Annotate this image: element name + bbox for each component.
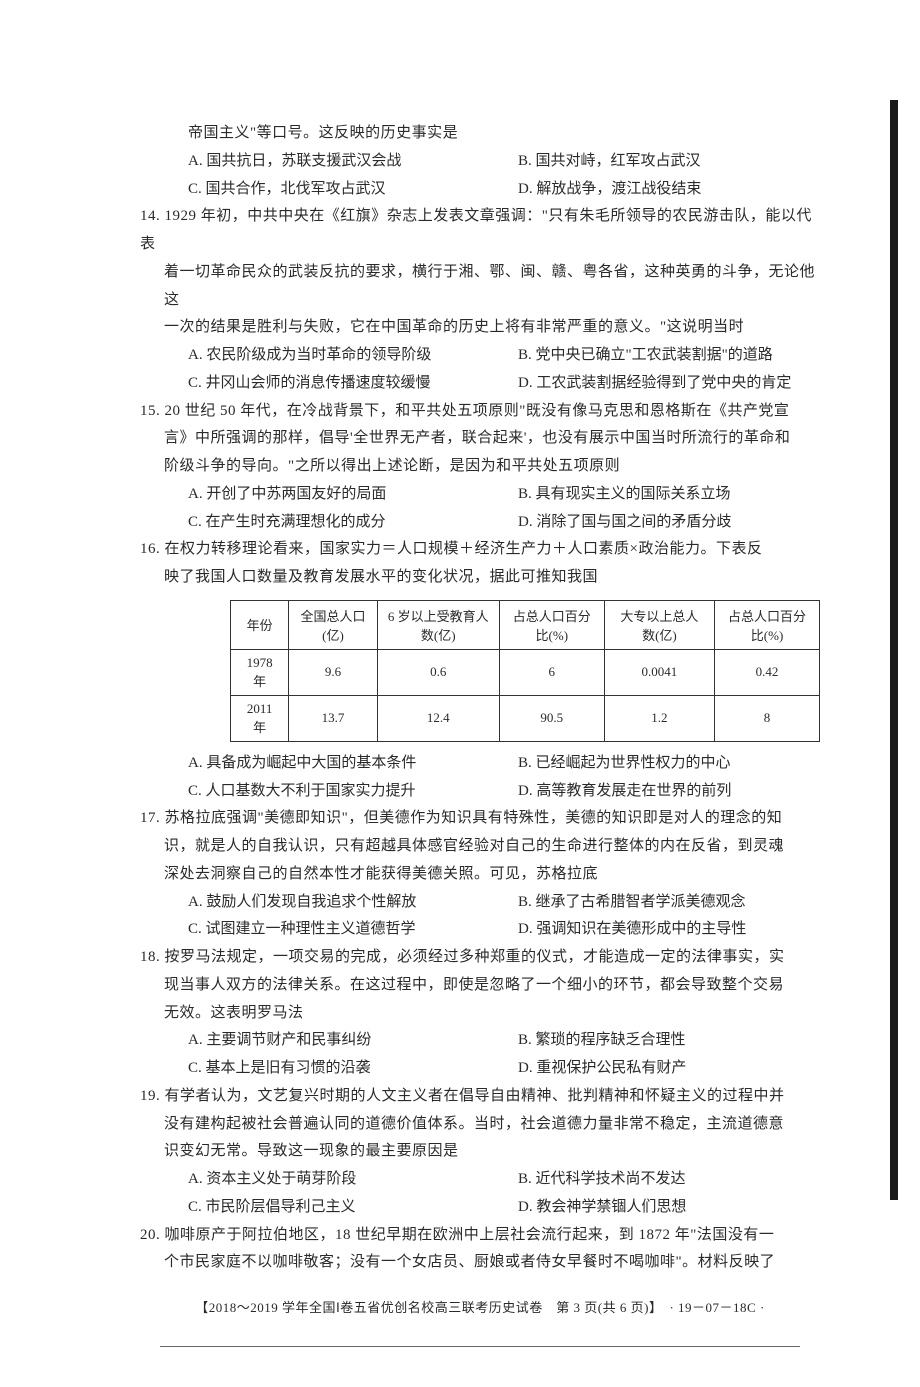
q15-optD: D. 消除了国与国之间的矛盾分歧 <box>518 509 820 537</box>
th-year: 年份 <box>231 600 289 649</box>
q19-l1: 19. 有学者认为，文艺复兴时期的人文主义者在倡导自由精神、批判精神和怀疑主义的… <box>140 1083 820 1111</box>
q18-options-row2: C. 基本上是旧有习惯的沿袭 D. 重视保护公民私有财产 <box>140 1055 820 1083</box>
q14-options-row1: A. 农民阶级成为当时革命的领导阶级 B. 党中央已确立"工农武装割据"的道路 <box>140 342 820 370</box>
q17-options-row1: A. 鼓励人们发现自我追求个性解放 B. 继承了古希腊智者学派美德观念 <box>140 889 820 917</box>
q19-options-row2: C. 市民阶层倡导利己主义 D. 教会神学禁锢人们思想 <box>140 1194 820 1222</box>
q19-optA: A. 资本主义处于萌芽阶段 <box>188 1166 518 1194</box>
q18-optA: A. 主要调节财产和民事纠纷 <box>188 1027 518 1055</box>
q17-options-row2: C. 试图建立一种理性主义道德哲学 D. 强调知识在美德形成中的主导性 <box>140 916 820 944</box>
cell: 1.2 <box>604 695 714 741</box>
table-header-row: 年份 全国总人口(亿) 6 岁以上受教育人数(亿) 占总人口百分比(%) 大专以… <box>231 600 820 649</box>
q15-options-row2: C. 在产生时充满理想化的成分 D. 消除了国与国之间的矛盾分歧 <box>140 509 820 537</box>
q15-l3: 阶级斗争的导向。"之所以得出上述论断，是因为和平共处五项原则 <box>140 453 820 481</box>
q15-optA: A. 开创了中苏两国友好的局面 <box>188 481 518 509</box>
cell: 9.6 <box>289 649 377 695</box>
q16-options-row2: C. 人口基数大不利于国家实力提升 D. 高等教育发展走在世界的前列 <box>140 778 820 806</box>
cell: 1978 年 <box>231 649 289 695</box>
q18-l2: 现当事人双方的法律关系。在这过程中，即使是忽略了一个细小的环节，都会导致整个交易 <box>140 972 820 1000</box>
cell: 8 <box>715 695 820 741</box>
q14-options-row2: C. 井冈山会师的消息传播速度较缓慢 D. 工农武装割据经验得到了党中央的肯定 <box>140 370 820 398</box>
th-pct1: 占总人口百分比(%) <box>499 600 604 649</box>
cell: 90.5 <box>499 695 604 741</box>
q16-table: 年份 全国总人口(亿) 6 岁以上受教育人数(亿) 占总人口百分比(%) 大专以… <box>230 600 820 742</box>
q16-l2: 映了我国人口数量及教育发展水平的变化状况，据此可推知我国 <box>140 564 820 592</box>
q18-l1: 18. 按罗马法规定，一项交易的完成，必须经过多种郑重的仪式，才能造成一定的法律… <box>140 944 820 972</box>
q17-l1: 17. 苏格拉底强调"美德即知识"，但美德作为知识具有特殊性，美德的知识即是对人… <box>140 805 820 833</box>
q16-optB: B. 已经崛起为世界性权力的中心 <box>518 750 820 778</box>
q13-optC: C. 国共合作，北伐军攻占武汉 <box>188 176 518 204</box>
q19-l3: 识变幻无常。导致这一现象的最主要原因是 <box>140 1138 820 1166</box>
q13-optB: B. 国共对峙，红军攻占武汉 <box>518 148 820 176</box>
q14-optB: B. 党中央已确立"工农武装割据"的道路 <box>518 342 820 370</box>
q14-optD: D. 工农武装割据经验得到了党中央的肯定 <box>518 370 820 398</box>
q14-l2: 着一切革命民众的武装反抗的要求，横行于湘、鄂、闽、赣、粤各省，这种英勇的斗争，无… <box>140 259 820 315</box>
q19-optB: B. 近代科学技术尚不发达 <box>518 1166 820 1194</box>
th-pct2: 占总人口百分比(%) <box>715 600 820 649</box>
q15-options-row1: A. 开创了中苏两国友好的局面 B. 具有现实主义的国际关系立场 <box>140 481 820 509</box>
q18-optC: C. 基本上是旧有习惯的沿袭 <box>188 1055 518 1083</box>
q16-optA: A. 具备成为崛起中大国的基本条件 <box>188 750 518 778</box>
table-row: 2011 年 13.7 12.4 90.5 1.2 8 <box>231 695 820 741</box>
q18-options-row1: A. 主要调节财产和民事纠纷 B. 繁琐的程序缺乏合理性 <box>140 1027 820 1055</box>
th-college: 大专以上总人数(亿) <box>604 600 714 649</box>
q14-l3: 一次的结果是胜利与失败，它在中国革命的历史上将有非常严重的意义。"这说明当时 <box>140 314 820 342</box>
q13-options-row2: C. 国共合作，北伐军攻占武汉 D. 解放战争，渡江战役结束 <box>140 176 820 204</box>
q14-optA: A. 农民阶级成为当时革命的领导阶级 <box>188 342 518 370</box>
cell: 2011 年 <box>231 695 289 741</box>
q13-options-row1: A. 国共抗日，苏联支援武汉会战 B. 国共对峙，红军攻占武汉 <box>140 148 820 176</box>
q19-optC: C. 市民阶层倡导利己主义 <box>188 1194 518 1222</box>
q17-optB: B. 继承了古希腊智者学派美德观念 <box>518 889 820 917</box>
q15-optB: B. 具有现实主义的国际关系立场 <box>518 481 820 509</box>
footer-divider <box>160 1346 800 1347</box>
q13-optA: A. 国共抗日，苏联支援武汉会战 <box>188 148 518 176</box>
q17-optA: A. 鼓励人们发现自我追求个性解放 <box>188 889 518 917</box>
page-right-border <box>890 100 898 1200</box>
q20-l2: 个市民家庭不以咖啡敬客；没有一个女店员、厨娘或者侍女早餐时不喝咖啡"。材料反映了 <box>140 1249 820 1277</box>
q17-l2: 识，就是人的自我认识，只有超越具体感官经验对自己的生命进行整体的内在反省，到灵魂 <box>140 833 820 861</box>
q19-optD: D. 教会神学禁锢人们思想 <box>518 1194 820 1222</box>
cell: 6 <box>499 649 604 695</box>
q19-options-row1: A. 资本主义处于萌芽阶段 B. 近代科学技术尚不发达 <box>140 1166 820 1194</box>
q15-optC: C. 在产生时充满理想化的成分 <box>188 509 518 537</box>
th-edu6: 6 岁以上受教育人数(亿) <box>377 600 499 649</box>
q19-l2: 没有建构起被社会普遍认同的道德价值体系。当时，社会道德力量非常不稳定，主流道德意 <box>140 1111 820 1139</box>
q16-optC: C. 人口基数大不利于国家实力提升 <box>188 778 518 806</box>
q16-options-row1: A. 具备成为崛起中大国的基本条件 B. 已经崛起为世界性权力的中心 <box>140 750 820 778</box>
page-footer: 【2018～2019 学年全国Ⅰ卷五省优创名校高三联考历史试卷 第 3 页(共 … <box>140 1297 820 1316</box>
q13-trailing: 帝国主义"等口号。这反映的历史事实是 <box>140 120 820 148</box>
q17-optD: D. 强调知识在美德形成中的主导性 <box>518 916 820 944</box>
q15-l2: 言》中所强调的那样，倡导'全世界无产者，联合起来'，也没有展示中国当时所流行的革… <box>140 425 820 453</box>
q18-optD: D. 重视保护公民私有财产 <box>518 1055 820 1083</box>
q17-optC: C. 试图建立一种理性主义道德哲学 <box>188 916 518 944</box>
table-row: 1978 年 9.6 0.6 6 0.0041 0.42 <box>231 649 820 695</box>
cell: 0.0041 <box>604 649 714 695</box>
q14-l1: 14. 1929 年初，中共中央在《红旗》杂志上发表文章强调："只有朱毛所领导的… <box>140 203 820 259</box>
cell: 0.6 <box>377 649 499 695</box>
th-pop: 全国总人口(亿) <box>289 600 377 649</box>
q14-optC: C. 井冈山会师的消息传播速度较缓慢 <box>188 370 518 398</box>
cell: 0.42 <box>715 649 820 695</box>
cell: 12.4 <box>377 695 499 741</box>
q20-l1: 20. 咖啡原产于阿拉伯地区，18 世纪早期在欧洲中上层社会流行起来，到 187… <box>140 1222 820 1250</box>
q15-l1: 15. 20 世纪 50 年代，在冷战背景下，和平共处五项原则"既没有像马克思和… <box>140 398 820 426</box>
q16-optD: D. 高等教育发展走在世界的前列 <box>518 778 820 806</box>
q17-l3: 深处去洞察自己的自然本性才能获得美德关照。可见，苏格拉底 <box>140 861 820 889</box>
cell: 13.7 <box>289 695 377 741</box>
q18-l3: 无效。这表明罗马法 <box>140 1000 820 1028</box>
q18-optB: B. 繁琐的程序缺乏合理性 <box>518 1027 820 1055</box>
q13-optD: D. 解放战争，渡江战役结束 <box>518 176 820 204</box>
page-content: 帝国主义"等口号。这反映的历史事实是 A. 国共抗日，苏联支援武汉会战 B. 国… <box>0 0 920 1387</box>
q16-l1: 16. 在权力转移理论看来，国家实力＝人口规模＋经济生产力＋人口素质×政治能力。… <box>140 536 820 564</box>
